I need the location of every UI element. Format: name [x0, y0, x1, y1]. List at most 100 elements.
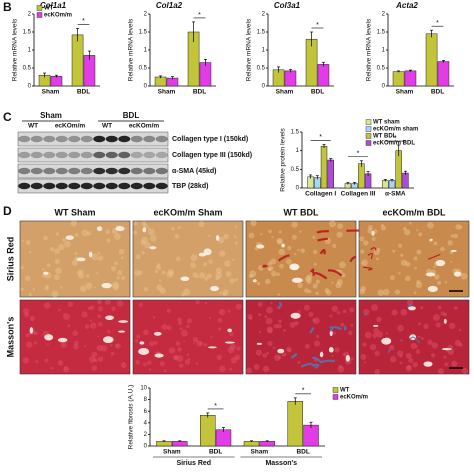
texture — [416, 229, 419, 232]
blot-band — [30, 151, 43, 159]
texture — [222, 292, 227, 297]
fibrosis — [370, 247, 377, 251]
texture — [110, 351, 115, 356]
blot-strip — [17, 131, 169, 147]
legend-swatch — [332, 394, 339, 400]
panel-label: D — [3, 204, 12, 218]
texture — [336, 231, 343, 238]
texture — [224, 260, 231, 267]
texture — [161, 323, 168, 330]
bar — [395, 150, 402, 189]
texture — [110, 344, 113, 347]
texture — [283, 328, 286, 332]
vessel — [256, 342, 262, 345]
texture — [62, 237, 67, 242]
y-tick-label: 2 — [28, 12, 32, 18]
texture — [264, 278, 271, 285]
texture — [332, 243, 337, 249]
texture — [324, 288, 330, 293]
texture — [259, 330, 262, 334]
vessel — [329, 330, 333, 337]
column-header: WT Sham — [54, 207, 95, 217]
texture — [116, 300, 124, 307]
blot-band — [118, 151, 131, 159]
texture — [371, 304, 378, 311]
y-tick-label: 2 — [382, 12, 386, 18]
legend-label: ecKOm/m — [340, 395, 368, 401]
texture — [431, 353, 436, 358]
bar — [437, 61, 450, 87]
texture — [219, 291, 222, 295]
fibrosis — [309, 327, 315, 334]
texture — [312, 283, 318, 289]
texture — [229, 331, 234, 337]
texture — [304, 288, 309, 293]
texture — [63, 366, 67, 370]
fibrosis — [319, 248, 326, 255]
texture — [420, 306, 424, 310]
texture — [349, 307, 355, 313]
y-tick-label: 6 — [144, 409, 148, 415]
texture — [57, 360, 64, 366]
texture — [268, 229, 272, 234]
texture — [135, 339, 139, 343]
blot-band — [143, 135, 156, 143]
texture — [360, 353, 367, 360]
column-header: WT BDL — [284, 207, 319, 217]
texture — [459, 225, 463, 229]
x-tick-label: Sham — [42, 89, 60, 96]
vessel — [215, 235, 220, 241]
texture — [20, 287, 24, 292]
texture — [166, 308, 171, 313]
texture — [404, 275, 411, 282]
texture — [381, 223, 384, 227]
panel-label: C — [3, 110, 12, 124]
blot-strip — [17, 163, 169, 179]
texture — [342, 353, 346, 357]
blot-band — [105, 167, 118, 175]
texture — [453, 233, 459, 239]
texture — [398, 272, 401, 275]
vessel — [425, 272, 436, 277]
x-tick-label: Collagen I — [305, 191, 336, 198]
blot-band — [130, 151, 143, 159]
texture — [156, 265, 162, 271]
texture — [440, 246, 445, 252]
vessel — [227, 328, 232, 333]
y-tick-label: 2 — [144, 432, 148, 438]
vessel — [224, 341, 235, 344]
y-axis-label: Relative mRNA levels — [12, 18, 19, 81]
y-tick-label: 0 — [144, 444, 148, 450]
texture — [166, 271, 174, 278]
bar — [50, 76, 63, 87]
texture — [260, 233, 263, 236]
blot-band — [143, 182, 156, 190]
bar — [83, 55, 96, 87]
vessel — [281, 243, 285, 248]
texture — [281, 352, 287, 357]
texture — [299, 230, 302, 233]
texture — [229, 343, 236, 350]
texture — [286, 258, 292, 265]
texture — [360, 249, 365, 254]
texture — [177, 225, 181, 229]
texture — [303, 304, 311, 311]
bar — [243, 441, 260, 447]
texture — [374, 368, 380, 375]
texture — [437, 368, 445, 375]
significance-mark: * — [436, 20, 439, 27]
texture — [174, 234, 180, 239]
texture — [79, 285, 87, 292]
texture — [313, 340, 320, 347]
texture — [192, 272, 198, 278]
texture — [195, 300, 200, 305]
texture — [166, 325, 172, 331]
texture — [410, 342, 417, 350]
texture — [217, 318, 223, 323]
texture — [204, 301, 208, 305]
texture — [433, 314, 440, 321]
texture — [168, 347, 176, 354]
vessel — [57, 337, 68, 343]
vessel — [29, 327, 34, 334]
bar — [215, 429, 232, 447]
